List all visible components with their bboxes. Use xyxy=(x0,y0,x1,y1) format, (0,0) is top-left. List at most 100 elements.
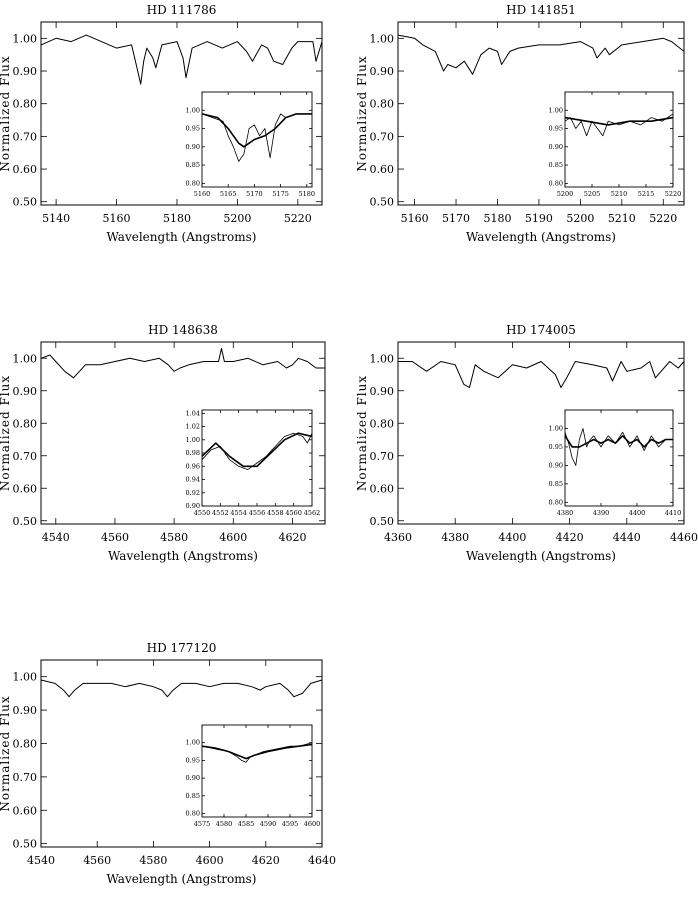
inset-x-tick-label: 4556 xyxy=(249,509,266,517)
inset-y-tick-label: 0.98 xyxy=(186,449,200,457)
panel-title: HD 148638 xyxy=(148,323,218,337)
x-tick-label: 4560 xyxy=(83,854,111,867)
y-tick-label: 1.00 xyxy=(370,32,395,45)
y-tick-label: 0.50 xyxy=(13,838,38,851)
y-tick-label: 0.50 xyxy=(370,515,395,528)
inset-zoom-plot: 4550 4552 4554 4556 4558 4560 4562 0.90 0.92 0.94… xyxy=(186,409,321,517)
inset-x-tick-label: 5200 xyxy=(557,190,574,198)
inset-y-tick-label: 0.80 xyxy=(549,179,563,187)
y-tick-label: 0.60 xyxy=(13,482,38,495)
x-tick-label: 5140 xyxy=(42,212,70,225)
y-tick-label: 0.60 xyxy=(13,804,38,817)
inset-x-tick-label: 4554 xyxy=(230,509,247,517)
x-tick-label: 4600 xyxy=(196,854,224,867)
inset-frame xyxy=(201,409,313,507)
y-tick-label: 1.00 xyxy=(13,671,38,684)
y-tick-label: 0.80 xyxy=(13,737,38,750)
x-tick-label: 5200 xyxy=(566,212,594,225)
y-tick-label: 0.70 xyxy=(13,130,38,143)
inset-x-tick-label: 4400 xyxy=(629,509,646,517)
inset-y-tick-label: 1.04 xyxy=(186,409,200,417)
inset-y-tick-label: 1.00 xyxy=(549,424,563,432)
x-axis-label: Wavelength (Angstroms) xyxy=(107,872,257,886)
inset-x-tick-label: 5160 xyxy=(194,190,211,198)
inset-x-tick-label: 4410 xyxy=(665,509,682,517)
y-tick-label: 0.50 xyxy=(370,196,395,209)
y-axis-label: Normalized Flux xyxy=(355,55,369,171)
inset-x-tick-label: 5205 xyxy=(584,190,601,198)
inset-x-tick-label: 5175 xyxy=(272,190,289,198)
inset-y-tick-label: 0.90 xyxy=(549,461,563,469)
inset-frame xyxy=(201,724,313,818)
x-tick-label: 4560 xyxy=(101,531,129,544)
inset-y-tick-label: 0.95 xyxy=(549,443,563,451)
x-tick-label: 5160 xyxy=(401,212,429,225)
inset-observed-line xyxy=(201,113,312,162)
inset-y-tick-label: 0.95 xyxy=(549,125,563,133)
inset-model-line xyxy=(201,113,312,148)
y-tick-label: 0.70 xyxy=(370,450,395,463)
x-axis-label: Wavelength (Angstroms) xyxy=(107,230,257,244)
inset-frame xyxy=(564,91,674,188)
inset-model-line xyxy=(201,432,313,468)
y-tick-label: 1.00 xyxy=(13,352,38,365)
x-tick-label: 4580 xyxy=(139,854,167,867)
x-tick-label: 4540 xyxy=(42,531,70,544)
inset-y-tick-label: 0.90 xyxy=(549,143,563,151)
inset-y-tick-label: 0.85 xyxy=(549,480,563,488)
inset-x-tick-label: 4552 xyxy=(212,509,229,517)
y-tick-label: 0.60 xyxy=(370,482,395,495)
spectrum-line xyxy=(40,348,325,379)
inset-y-tick-label: 1.00 xyxy=(186,739,200,747)
inset-y-tick-label: 0.85 xyxy=(186,792,200,800)
spectrum-panel-3: HD 148638 4540 4560 4580 4600 4620 0.50 0.60 0.7… xyxy=(0,323,326,563)
x-tick-label: 4580 xyxy=(160,531,188,544)
y-tick-label: 0.90 xyxy=(13,704,38,717)
x-tick-label: 5160 xyxy=(103,212,131,225)
inset-model-line xyxy=(201,743,313,760)
y-tick-label: 0.80 xyxy=(13,98,38,111)
y-tick-label: 0.80 xyxy=(370,417,395,430)
inset-y-tick-label: 1.00 xyxy=(186,106,200,114)
inset-x-tick-label: 4560 xyxy=(285,509,302,517)
inset-observed-line xyxy=(564,113,674,137)
inset-x-tick-label: 4575 xyxy=(194,820,211,828)
inset-model-line xyxy=(564,116,674,126)
x-tick-label: 4420 xyxy=(556,531,584,544)
y-tick-label: 0.50 xyxy=(13,515,38,528)
y-tick-label: 0.60 xyxy=(13,163,38,176)
y-tick-label: 0.80 xyxy=(13,417,38,430)
inset-zoom-plot: 4380 4390 4400 4410 0.80 0.85 0.90 0.95 1.00 xyxy=(549,409,682,517)
panel-title: HD 141851 xyxy=(506,3,576,17)
spectrum-line xyxy=(40,34,323,85)
inset-x-tick-label: 5165 xyxy=(220,190,237,198)
spectrum-line xyxy=(40,679,323,698)
y-tick-label: 0.70 xyxy=(13,771,38,784)
inset-y-tick-label: 0.96 xyxy=(186,462,200,470)
spectrum-panel-5: HD 177120 4540 4560 4580 4600 4620 4640 0.50 0.6… xyxy=(0,641,336,886)
x-tick-label: 4640 xyxy=(308,854,336,867)
inset-x-tick-label: 4585 xyxy=(238,820,255,828)
y-tick-label: 0.70 xyxy=(13,450,38,463)
y-axis-label: Normalized Flux xyxy=(0,55,12,171)
inset-x-tick-label: 4600 xyxy=(304,820,321,828)
x-tick-label: 5180 xyxy=(483,212,511,225)
inset-y-tick-label: 0.85 xyxy=(186,161,200,169)
y-tick-label: 0.80 xyxy=(370,98,395,111)
inset-y-tick-label: 0.92 xyxy=(186,489,200,497)
inset-x-tick-label: 4550 xyxy=(194,509,211,517)
y-axis-label: Normalized Flux xyxy=(0,695,12,811)
x-tick-label: 4600 xyxy=(219,531,247,544)
inset-x-tick-label: 4558 xyxy=(267,509,284,517)
inset-y-tick-label: 1.00 xyxy=(186,436,200,444)
x-tick-label: 5220 xyxy=(649,212,677,225)
inset-x-tick-label: 4380 xyxy=(557,509,574,517)
x-tick-label: 5180 xyxy=(163,212,191,225)
y-tick-label: 0.90 xyxy=(13,385,38,398)
inset-x-tick-label: 4562 xyxy=(304,509,321,517)
x-tick-label: 4440 xyxy=(613,531,641,544)
x-tick-label: 4400 xyxy=(498,531,526,544)
y-tick-label: 0.50 xyxy=(13,196,38,209)
x-axis-label: Wavelength (Angstroms) xyxy=(466,549,616,563)
